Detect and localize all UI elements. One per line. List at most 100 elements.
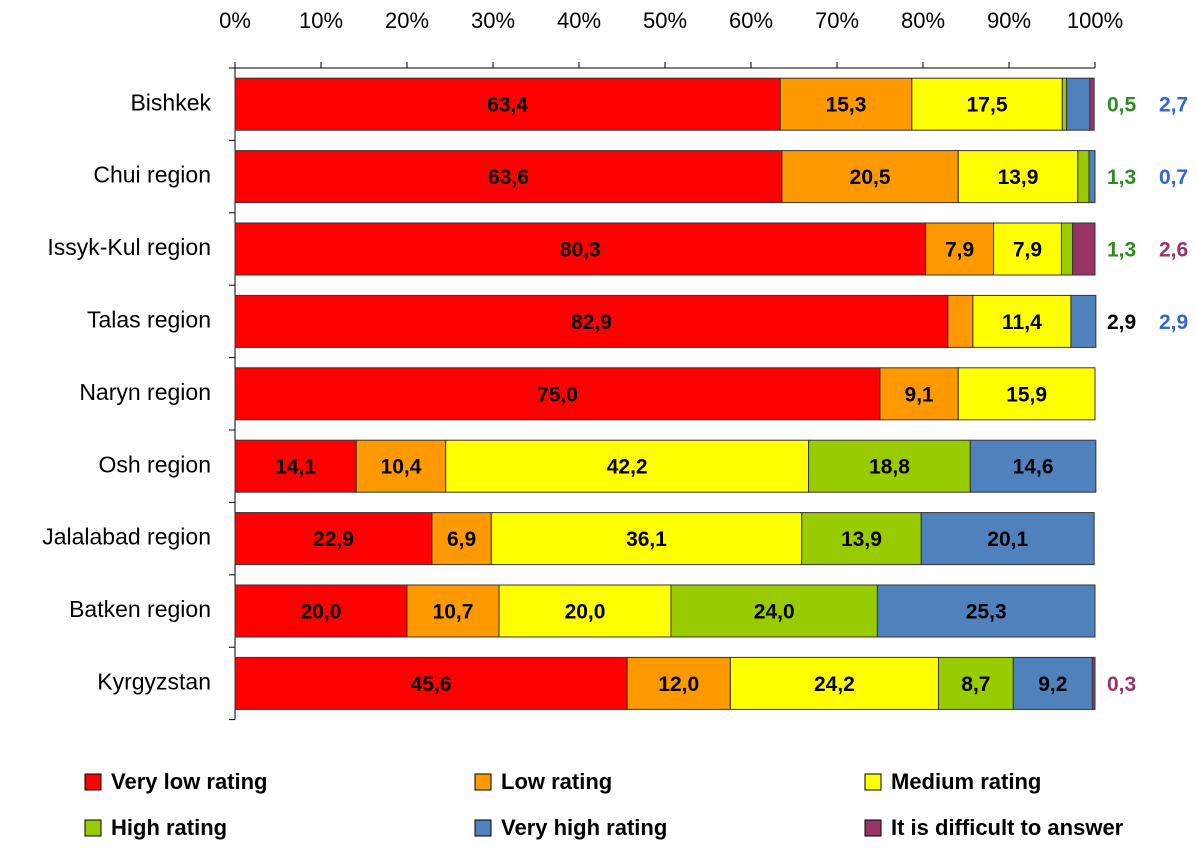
value-label: 1,3 [1107,239,1136,262]
bar-segment [957,150,1079,204]
bar-segment [911,77,1063,131]
value-label: 20,0 [565,601,606,624]
legend-label: Very low rating [111,769,268,794]
value-label: 63,4 [487,94,528,117]
bar-segment [234,150,783,204]
x-tick-label: 40% [557,8,601,33]
legend-label: Low rating [501,769,612,794]
legend-label: Very high rating [501,815,667,840]
category-label: Jalalabad region [42,524,211,550]
bar-segment [490,512,803,566]
category-label: Batken region [69,596,211,622]
x-tick-label: 10% [299,8,343,33]
value-label: 1,3 [1107,166,1136,189]
bar-segment [234,512,433,566]
bar-segment [920,512,1095,566]
bar-segment [993,222,1062,276]
value-label: 14,1 [275,456,316,479]
value-label: 9,2 [1038,673,1067,696]
value-label: 0,5 [1107,94,1137,117]
value-label: 2,9 [1107,311,1136,334]
value-label: 36,1 [626,528,667,551]
legend-label: It is difficult to answer [891,815,1124,840]
legend-swatch [474,819,492,837]
bar-segment [972,294,1072,348]
bar-segment [876,584,1096,638]
legend-swatch [84,819,102,837]
value-label: 20,0 [301,601,342,624]
bar-segment [234,77,781,131]
value-label: 24,0 [754,601,795,624]
x-tick-label: 50% [643,8,687,33]
legend-label: Medium rating [891,769,1041,794]
bar-segment [779,77,913,131]
category-label: Bishkek [130,89,211,115]
bar-segment [234,222,927,276]
bar-segment [498,584,672,638]
legend-label: High rating [111,815,227,840]
value-label: 22,9 [313,528,354,551]
value-label: 24,2 [814,673,855,696]
legend-swatch [864,819,882,837]
value-label: 7,9 [945,239,974,262]
bar-segment [1066,77,1091,131]
bar-segment [1088,150,1096,204]
value-label: 42,2 [607,456,648,479]
bar-segment [1012,656,1093,710]
bar-segment [1070,294,1097,348]
legend-swatch [84,773,102,791]
value-label: 13,9 [841,528,882,551]
value-label: 15,9 [1006,383,1047,406]
value-label: 45,6 [411,673,452,696]
value-label: 14,6 [1013,456,1054,479]
value-label: 6,9 [447,528,476,551]
bar-segment [925,222,995,276]
bar-segment [808,439,971,493]
value-label: 63,6 [488,166,529,189]
bar-segment [406,584,500,638]
bar-segment [969,439,1097,493]
x-tick-label: 30% [471,8,515,33]
bar-segment [947,294,974,348]
bar-segment [1077,150,1090,204]
value-label: 10,4 [381,456,422,479]
bar-segment [234,656,628,710]
value-label: 20,5 [850,166,891,189]
value-label: 18,8 [869,456,910,479]
bar-segment [801,512,922,566]
x-tick-label: 100% [1067,8,1123,33]
value-label: 2,9 [1159,311,1188,334]
value-label: 0,7 [1159,166,1188,189]
bar-segment [1060,222,1074,276]
category-label: Kyrgyzstan [97,668,211,694]
bar-segment [729,656,939,710]
value-label: 80,3 [560,239,601,262]
value-label: 25,3 [966,601,1007,624]
value-label: 17,5 [967,94,1008,117]
x-tick-label: 20% [385,8,429,33]
value-label: 20,1 [987,528,1028,551]
value-label: 12,0 [658,673,699,696]
value-label: 15,3 [826,94,867,117]
value-label: 82,9 [571,311,612,334]
category-label: Chui region [93,162,211,188]
category-label: Osh region [98,451,211,477]
value-label: 7,9 [1013,239,1042,262]
bar-segment [234,367,881,421]
bar-segment [234,294,949,348]
x-tick-label: 0% [219,8,251,33]
bar-segment [355,439,447,493]
bar-segment [1072,222,1096,276]
value-label: 9,1 [905,383,935,406]
x-tick-label: 90% [987,8,1031,33]
x-tick-label: 60% [729,8,773,33]
category-label: Issyk-Kul region [47,234,211,260]
x-tick-label: 70% [815,8,859,33]
bar-segment [1089,77,1095,131]
category-label: Talas region [87,306,211,332]
legend-swatch [864,773,882,791]
value-label: 75,0 [537,383,578,406]
bar-segment [431,512,492,566]
bar-segment [445,439,810,493]
bar-segment [781,150,959,204]
